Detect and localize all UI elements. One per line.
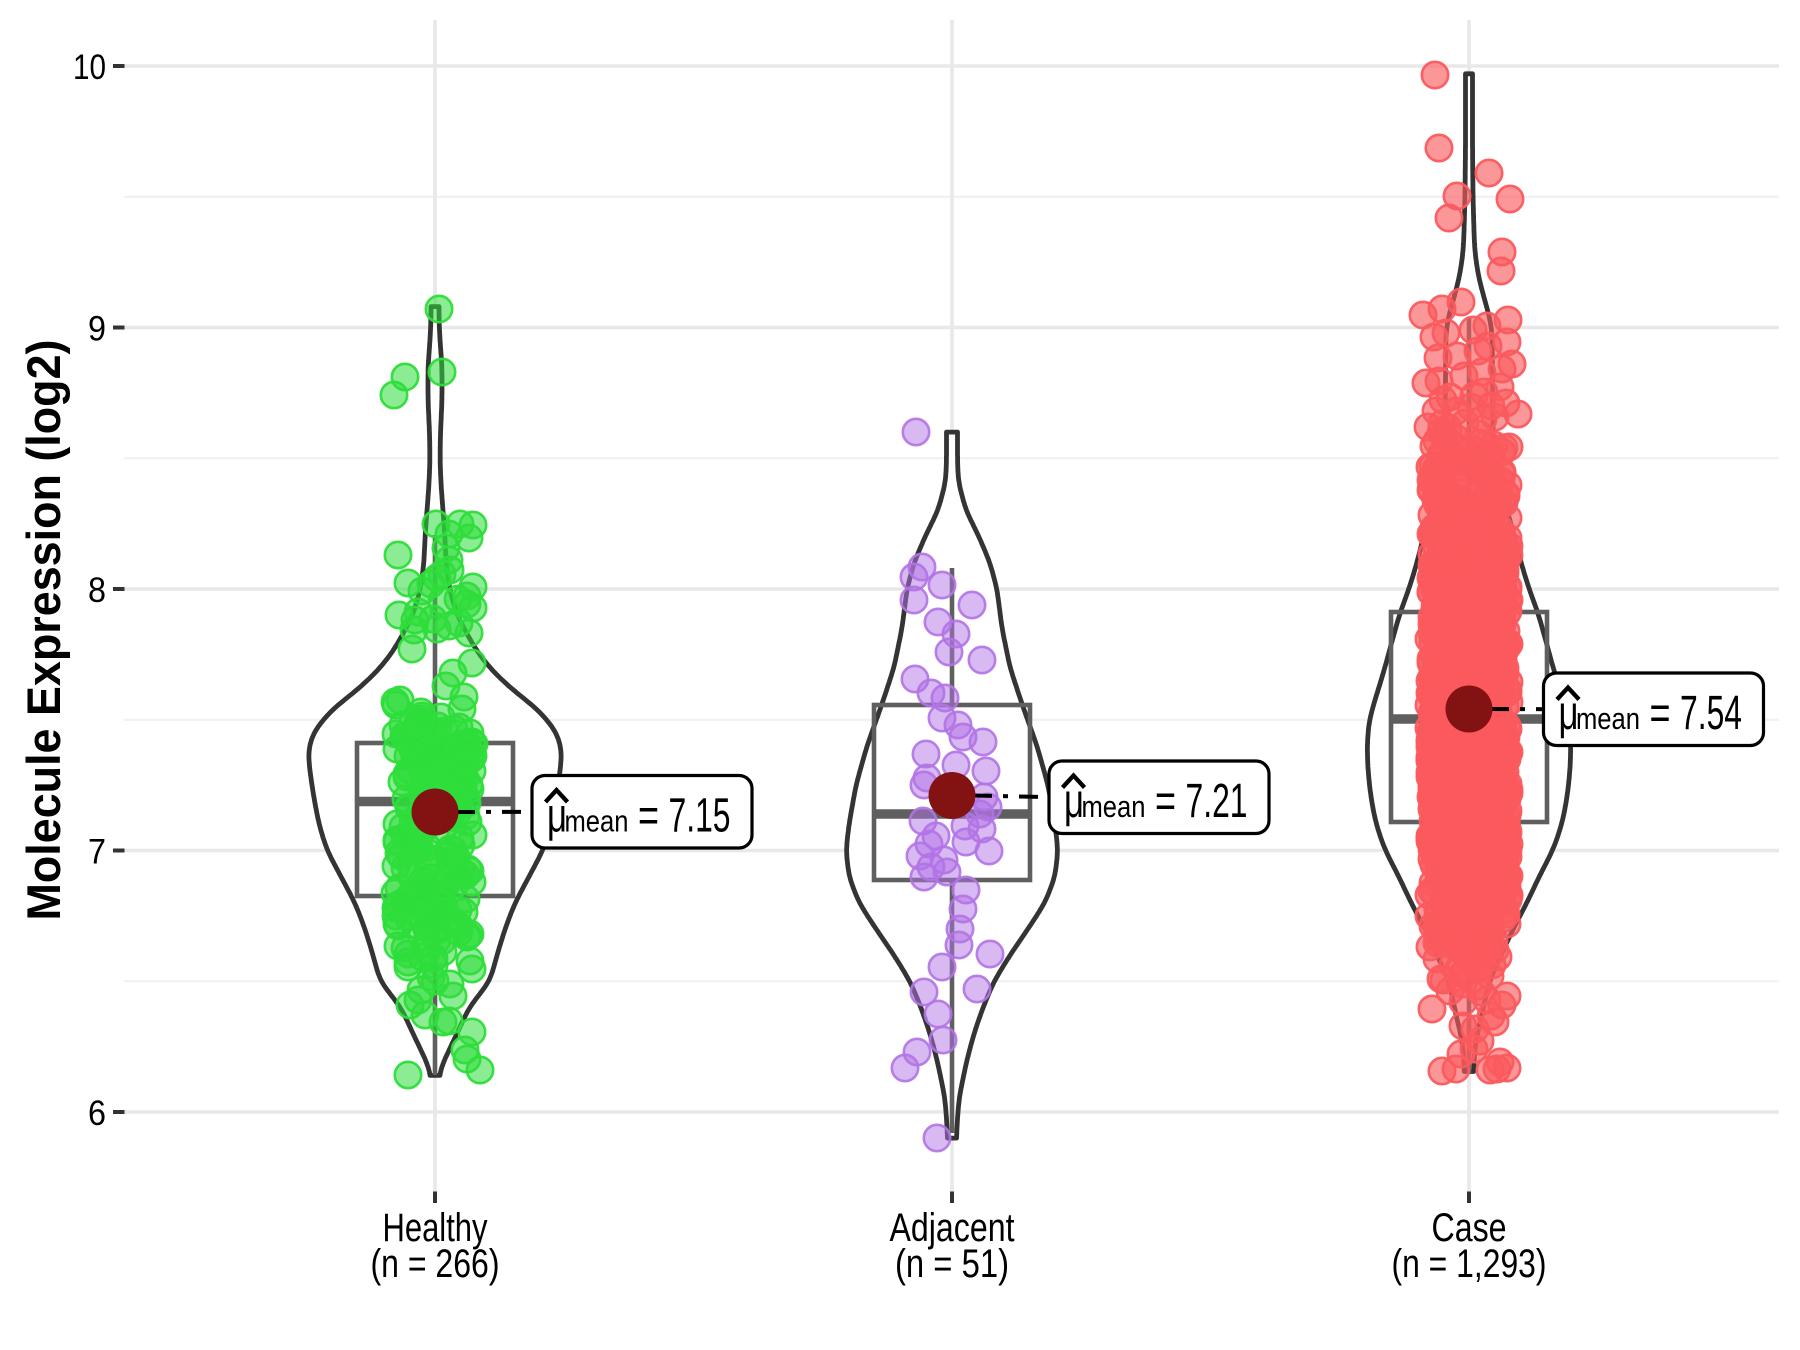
svg-text:10: 10 <box>73 48 106 87</box>
svg-text:μ: μ <box>1559 687 1579 740</box>
svg-text:mean: mean <box>1082 789 1146 824</box>
svg-text:μ: μ <box>1064 775 1084 828</box>
svg-text:Case: Case <box>1432 1206 1507 1250</box>
svg-text:(n = 266): (n = 266) <box>371 1242 500 1286</box>
svg-text:=: = <box>638 790 659 843</box>
svg-text:mean: mean <box>565 804 629 839</box>
svg-text:Healthy: Healthy <box>383 1206 488 1250</box>
svg-text:μ: μ <box>547 790 567 843</box>
svg-text:Molecule Expression (log2): Molecule Expression (log2) <box>17 340 70 921</box>
svg-text:Adjacent: Adjacent <box>890 1206 1015 1250</box>
svg-text:8: 8 <box>88 571 106 610</box>
svg-text:mean: mean <box>1576 701 1640 736</box>
svg-text:7.54: 7.54 <box>1680 687 1742 740</box>
svg-text:6: 6 <box>88 1094 106 1133</box>
svg-text:7.21: 7.21 <box>1186 775 1248 828</box>
svg-text:(n = 51): (n = 51) <box>895 1242 1009 1286</box>
svg-text:=: = <box>1155 775 1176 828</box>
svg-text:9: 9 <box>88 310 106 349</box>
svg-text:7.15: 7.15 <box>669 790 731 843</box>
svg-text:7: 7 <box>88 833 106 872</box>
svg-text:=: = <box>1650 687 1671 740</box>
svg-text:(n = 1,293): (n = 1,293) <box>1392 1242 1547 1286</box>
